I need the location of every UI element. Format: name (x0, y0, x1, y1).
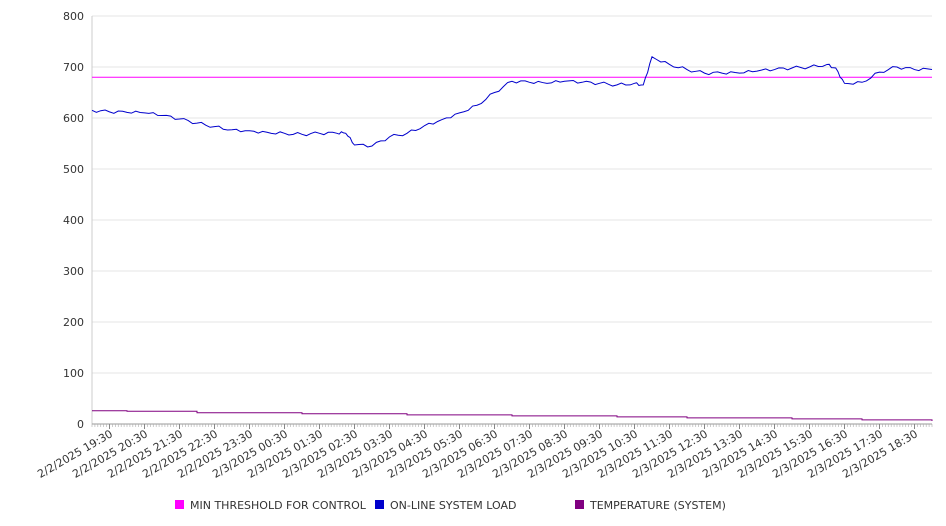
legend-label: ON-LINE SYSTEM LOAD (390, 499, 516, 512)
y-tick-label: 500 (63, 163, 84, 176)
y-tick-label: 200 (63, 316, 84, 329)
y-tick-label: 700 (63, 61, 84, 74)
y-tick-label: 300 (63, 265, 84, 278)
y-tick-labels: 0 100 200 300 400 500 600 700 800 (63, 10, 84, 431)
legend: MIN THRESHOLD FOR CONTROL ON-LINE SYSTEM … (175, 499, 726, 512)
legend-label: TEMPERATURE (SYSTEM) (589, 499, 726, 512)
y-tick-label: 0 (77, 418, 84, 431)
series-line-3 (92, 410, 933, 421)
legend-swatch (175, 500, 184, 509)
series-line-2 (91, 56, 933, 148)
y-tick-label: 100 (63, 367, 84, 380)
series-lines (91, 56, 933, 421)
legend-swatch (375, 500, 384, 509)
y-tick-label: 400 (63, 214, 84, 227)
x-tick-labels: 2/2/2025 19:302/2/2025 20:302/2/2025 21:… (35, 427, 920, 481)
y-tick-label: 800 (63, 10, 84, 23)
legend-swatch (575, 500, 584, 509)
y-tick-label: 600 (63, 112, 84, 125)
axes (91, 16, 933, 429)
legend-label: MIN THRESHOLD FOR CONTROL (190, 499, 367, 512)
grid-lines (92, 15, 932, 374)
x-minor-ticks (91, 424, 933, 427)
